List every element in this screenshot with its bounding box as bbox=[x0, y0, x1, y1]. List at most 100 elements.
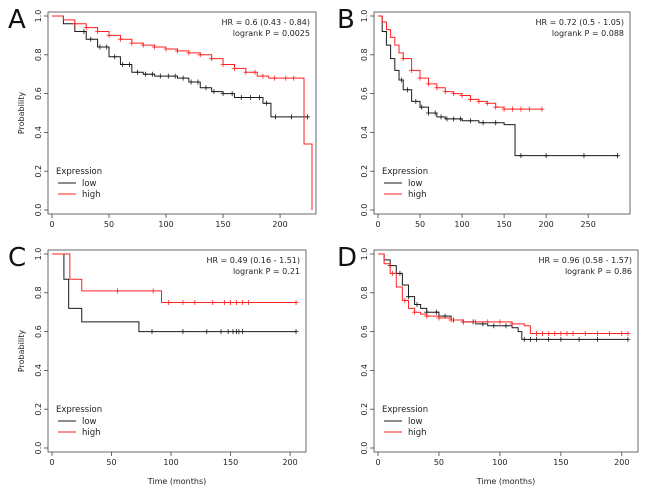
panel-d: D 0 50 100 150 200 0.0 0.2 0.4 0.6 0.8 1.0 Time (mo… bbox=[337, 243, 639, 486]
x-tick-label: 200 bbox=[282, 458, 297, 467]
censor-mark bbox=[243, 69, 249, 75]
x-tick-label: 0 bbox=[375, 220, 380, 229]
censor-mark bbox=[625, 331, 631, 337]
censor-mark bbox=[533, 331, 539, 337]
censor-mark bbox=[283, 75, 289, 81]
panel-letter-c: C bbox=[8, 243, 26, 273]
censor-marks-high bbox=[114, 288, 299, 305]
censor-mark bbox=[88, 36, 94, 42]
censor-mark bbox=[546, 336, 552, 342]
hazard-ratio-text: HR = 0.96 (0.58 - 1.57) bbox=[538, 256, 632, 265]
censor-mark bbox=[503, 323, 509, 329]
x-tick-label: 200 bbox=[272, 220, 287, 229]
censor-mark bbox=[480, 120, 486, 126]
censor-mark bbox=[438, 114, 444, 120]
y-tick-label: 1.0 bbox=[360, 10, 369, 23]
y-tick-label: 0.4 bbox=[34, 364, 43, 377]
censor-mark bbox=[197, 52, 203, 58]
y-tick-label: 0.0 bbox=[360, 204, 369, 217]
censor-mark bbox=[518, 153, 524, 159]
censor-marks-high bbox=[400, 56, 545, 112]
x-tick-label: 50 bbox=[106, 458, 116, 467]
plot-frame bbox=[47, 249, 307, 453]
survival-curve-low bbox=[378, 253, 628, 340]
censor-mark bbox=[225, 329, 231, 335]
censor-mark bbox=[114, 288, 120, 294]
censor-mark bbox=[476, 98, 482, 104]
y-tick-label: 0.8 bbox=[360, 48, 369, 61]
censor-mark bbox=[172, 73, 178, 79]
censor-mark bbox=[81, 29, 87, 35]
censor-mark bbox=[412, 309, 418, 315]
censor-mark bbox=[117, 36, 123, 42]
logrank-p-text: logrank P = 0.088 bbox=[552, 29, 624, 38]
x-tick-label: 150 bbox=[553, 458, 568, 467]
censor-mark bbox=[400, 56, 406, 62]
censor-mark bbox=[188, 79, 194, 85]
censor-marks-low bbox=[81, 29, 310, 120]
censor-mark bbox=[180, 75, 186, 81]
panel-letter-b: B bbox=[337, 5, 355, 35]
censor-mark bbox=[558, 336, 564, 342]
censor-mark bbox=[526, 106, 532, 112]
x-tick-label: 150 bbox=[223, 458, 238, 467]
censor-mark bbox=[152, 44, 158, 50]
plot-frame bbox=[373, 249, 639, 453]
censor-mark bbox=[467, 118, 473, 124]
y-tick-label: 0.6 bbox=[360, 325, 369, 338]
censor-mark bbox=[220, 91, 226, 97]
censor-marks-high bbox=[390, 270, 631, 337]
y-tick-label: 0.2 bbox=[34, 403, 43, 416]
y-tick-label: 0.2 bbox=[360, 403, 369, 416]
censor-mark bbox=[484, 100, 490, 106]
censor-mark bbox=[129, 40, 135, 46]
y-tick-label: 0.6 bbox=[34, 87, 43, 100]
censor-mark bbox=[239, 329, 245, 335]
x-tick-label: 200 bbox=[614, 458, 629, 467]
censor-mark bbox=[228, 300, 234, 305]
censor-mark bbox=[460, 319, 466, 325]
plot-frame bbox=[47, 11, 317, 215]
y-tick-label: 1.0 bbox=[34, 10, 43, 23]
censor-mark bbox=[166, 300, 172, 305]
logrank-p-text: logrank P = 0.0025 bbox=[233, 29, 310, 38]
legend-title: Expression bbox=[382, 167, 428, 177]
censor-mark bbox=[257, 94, 263, 100]
censor-mark bbox=[203, 85, 209, 91]
x-tick-label: 100 bbox=[158, 220, 173, 229]
x-tick-label: 150 bbox=[215, 220, 230, 229]
y-tick-label: 0.6 bbox=[360, 87, 369, 100]
censor-mark bbox=[209, 56, 215, 62]
censor-mark bbox=[448, 317, 454, 323]
x-tick-label: 0 bbox=[49, 220, 54, 229]
censor-mark bbox=[127, 62, 133, 67]
censor-mark bbox=[72, 21, 78, 27]
censor-mark bbox=[97, 44, 103, 50]
legend-title: Expression bbox=[56, 167, 102, 177]
x-tick-label: 50 bbox=[104, 220, 114, 229]
censor-mark bbox=[106, 32, 112, 38]
y-tick-label: 0.4 bbox=[360, 126, 369, 139]
censor-mark bbox=[510, 106, 516, 112]
censor-mark bbox=[451, 91, 457, 97]
censor-mark bbox=[436, 315, 442, 321]
legend-title: Expression bbox=[382, 405, 428, 415]
censor-mark bbox=[533, 336, 539, 342]
censor-mark bbox=[485, 319, 491, 325]
censor-mark bbox=[165, 73, 171, 79]
censor-mark bbox=[539, 106, 545, 112]
survival-curve-high bbox=[378, 253, 628, 335]
censor-mark bbox=[150, 288, 156, 294]
hazard-ratio-text: HR = 0.49 (0.16 - 1.51) bbox=[206, 256, 300, 265]
y-tick-label: 0.2 bbox=[34, 165, 43, 178]
x-axis-label: Time (months) bbox=[476, 477, 536, 486]
legend-label-high: high bbox=[82, 428, 101, 438]
censor-mark bbox=[493, 120, 499, 126]
panel-a: A 0 50 100 150 200 0.0 0.2 0.4 0.6 0.8 1.0 Probabil… bbox=[8, 5, 317, 229]
censor-mark bbox=[501, 106, 507, 112]
censor-mark bbox=[112, 54, 118, 60]
censor-mark bbox=[434, 85, 440, 91]
legend-title: Expression bbox=[56, 405, 102, 415]
censor-mark bbox=[451, 116, 457, 122]
